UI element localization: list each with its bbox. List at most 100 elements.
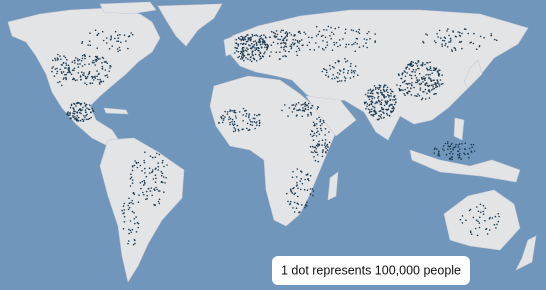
dot	[89, 44, 92, 46]
dot	[302, 107, 304, 109]
dot	[233, 127, 235, 129]
dot	[221, 121, 224, 124]
dot	[419, 89, 422, 91]
dot	[298, 47, 300, 50]
dot	[474, 227, 477, 230]
dot	[56, 59, 59, 61]
dot	[98, 72, 100, 75]
dot	[316, 151, 318, 154]
dot	[318, 133, 321, 135]
dot	[261, 41, 264, 43]
dot	[253, 121, 256, 123]
dot	[249, 59, 251, 61]
arabia	[305, 95, 357, 137]
dot	[315, 131, 318, 134]
dot	[163, 165, 165, 168]
dot	[331, 65, 334, 68]
dot	[69, 113, 71, 115]
dot	[85, 118, 88, 121]
dot	[321, 47, 324, 50]
dot	[371, 92, 374, 95]
dot	[322, 150, 324, 152]
dot	[266, 46, 268, 48]
dot	[317, 33, 320, 36]
dot	[390, 92, 392, 95]
dot	[394, 98, 397, 100]
dot	[291, 176, 294, 179]
dot	[404, 80, 406, 82]
dot	[94, 55, 97, 58]
dot	[229, 117, 232, 120]
dot	[80, 102, 83, 105]
dot	[350, 69, 353, 72]
dot	[255, 48, 258, 50]
dot	[468, 156, 470, 159]
dot	[259, 58, 261, 60]
dot	[284, 104, 286, 106]
dot	[344, 32, 347, 34]
dot	[132, 202, 134, 205]
dot	[222, 114, 224, 117]
dot	[324, 134, 326, 136]
dot	[122, 228, 125, 230]
dot	[301, 44, 304, 47]
dot	[493, 38, 496, 41]
dot	[77, 66, 80, 68]
dot	[233, 52, 236, 54]
dot	[434, 69, 436, 72]
dot	[322, 119, 325, 122]
dot	[299, 32, 302, 35]
dot	[157, 200, 160, 203]
dot	[258, 124, 261, 127]
dot	[296, 45, 299, 48]
dot	[290, 34, 293, 36]
dot	[67, 64, 70, 67]
dot	[57, 81, 59, 84]
dot	[374, 88, 377, 90]
dot	[81, 42, 83, 44]
dot	[285, 39, 288, 42]
dot	[60, 58, 62, 61]
dot	[71, 69, 74, 72]
dot	[379, 100, 381, 103]
dot	[88, 117, 91, 120]
dot	[163, 191, 165, 193]
dot	[426, 84, 429, 87]
dot	[222, 119, 225, 121]
dot	[383, 104, 386, 107]
dot	[250, 120, 252, 123]
madagascar	[327, 171, 339, 201]
dot	[406, 92, 409, 95]
dot	[145, 175, 148, 178]
dot	[315, 42, 317, 44]
dot	[401, 74, 404, 76]
dot	[469, 208, 472, 211]
dot	[457, 154, 459, 156]
dot	[82, 120, 85, 122]
dot	[300, 171, 303, 173]
dot	[458, 155, 461, 157]
dot	[293, 108, 295, 110]
dot	[71, 61, 74, 63]
dot	[325, 151, 327, 154]
dot	[62, 62, 65, 64]
dot	[231, 121, 233, 123]
dot	[428, 84, 431, 87]
dot	[242, 54, 245, 57]
dot	[337, 61, 340, 63]
dot	[80, 112, 82, 115]
dot	[260, 46, 263, 48]
dot	[484, 219, 486, 222]
dot	[128, 232, 130, 235]
dot	[261, 43, 264, 45]
dot	[108, 48, 111, 50]
dot	[324, 36, 327, 39]
dot	[479, 35, 482, 38]
dot	[441, 45, 444, 47]
north-america	[7, 7, 161, 147]
dot	[229, 109, 232, 111]
dot	[307, 178, 310, 180]
dot	[433, 40, 436, 42]
dot	[406, 87, 409, 89]
dot	[275, 51, 278, 53]
